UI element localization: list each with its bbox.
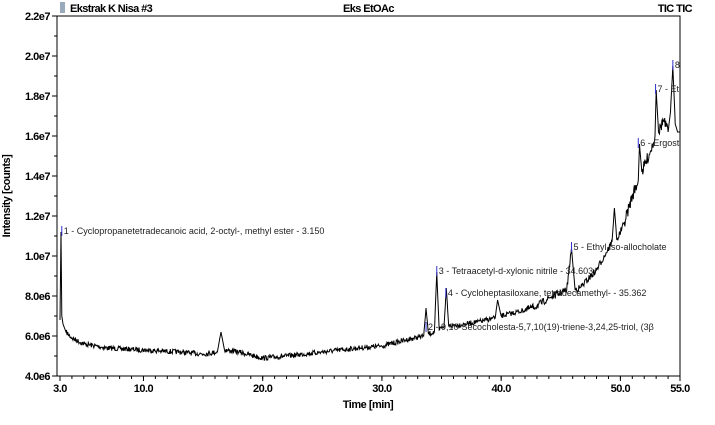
x-tick-label: 10.0 [134,383,154,395]
peak-label-5: 5 - Ethyl iso-allocholate [574,242,667,252]
y-tick-label: 6.0e6 [25,331,50,343]
y-tick-label: 8.0e6 [25,291,50,303]
y-tick-label: 1.8e7 [25,91,50,103]
x-tick-label: 3.0 [53,383,67,395]
x-axis-label: Time [min] [343,399,394,411]
y-tick-label: 4.0e6 [25,371,50,383]
y-tick-label: 1.6e7 [25,131,50,143]
sample-icon [60,2,65,13]
x-tick-label: 30.0 [372,383,392,395]
y-tick-label: 2.2e7 [25,11,50,23]
description: Eks EtOAc [343,3,394,15]
peak-label-8: 8 [675,60,680,70]
x-tick-label: 40.0 [491,383,511,395]
peak-label-6: 6 - Ergost [640,138,680,148]
peak-label-2: 2 - 9,10-Secocholesta-5,7,10(19)-triene-… [428,322,654,332]
peak-label-4: 4 - Cycloheptasiloxane, tetradecamethyl-… [448,288,647,298]
y-tick-label: 1.0e7 [25,251,50,263]
x-tick-label: 50.0 [611,383,631,395]
tic-trace [59,65,680,361]
sample-name: Ekstrak K Nisa #3 [70,3,153,15]
y-tick-label: 1.2e7 [25,211,50,223]
peak-label-7: 7 - Et [658,84,680,94]
x-tick-label: 55.0 [670,383,690,395]
y-axis-label: Intensity [counts] [1,154,13,238]
y-tick-label: 2.0e7 [25,51,50,63]
peak-label-1: 1 - Cyclopropanetetradecanoic acid, 2-oc… [64,226,325,236]
trace-name: TIC TIC [658,3,693,15]
y-tick-label: 1.4e7 [25,171,50,183]
peak-label-3: 3 - Tetraacetyl-d-xylonic nitrile - 34.6… [439,266,593,276]
x-tick-label: 20.0 [253,383,273,395]
